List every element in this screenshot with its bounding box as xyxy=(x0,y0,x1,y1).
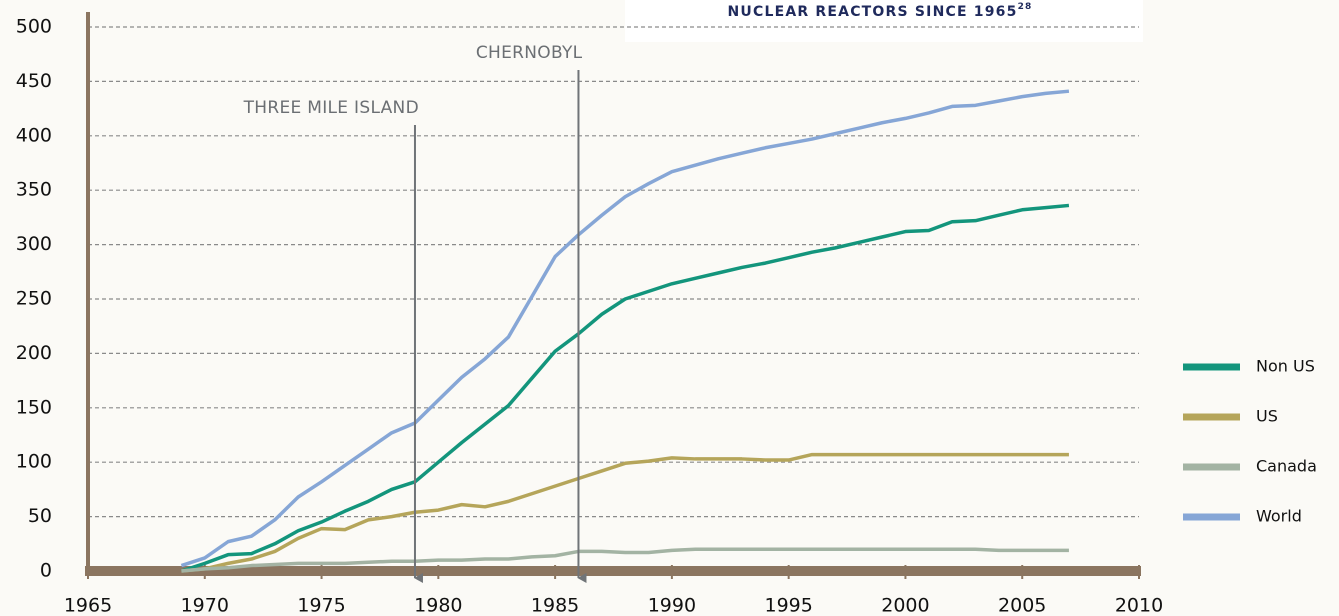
y-tick-label: 450 xyxy=(16,70,52,92)
x-tick-label: 1985 xyxy=(531,595,579,616)
y-axis xyxy=(86,12,90,571)
series-line xyxy=(181,547,1069,573)
x-tick-label: 1970 xyxy=(181,595,229,616)
y-tick-label: 400 xyxy=(16,124,52,146)
x-tick-label: 2000 xyxy=(881,595,929,616)
y-tick-label: 50 xyxy=(28,505,52,527)
y-tick-label: 100 xyxy=(16,451,52,473)
title-box xyxy=(625,0,1143,42)
y-tick-label: 300 xyxy=(16,233,52,255)
x-tick-label: 1965 xyxy=(64,595,112,616)
x-tick-label: 1975 xyxy=(297,595,345,616)
series-line xyxy=(181,452,1069,573)
x-tick-label: 2005 xyxy=(998,595,1046,616)
x-tick-label: 1980 xyxy=(414,595,462,616)
chart-title: NUCLEAR REACTORS SINCE 196528 xyxy=(728,2,1033,21)
y-tick-label: 350 xyxy=(16,179,52,201)
y-tick-label: 500 xyxy=(16,16,52,38)
legend-label: US xyxy=(1256,407,1278,426)
x-axis xyxy=(85,566,1141,576)
legend-label: World xyxy=(1256,507,1302,526)
y-tick-label: 200 xyxy=(16,342,52,364)
annotation-label: CHERNOBYL xyxy=(476,43,583,63)
y-tick-label: 250 xyxy=(16,288,52,310)
x-tick-label: 1990 xyxy=(648,595,696,616)
y-tick-label: 0 xyxy=(40,560,52,582)
legend-label: Canada xyxy=(1256,457,1317,476)
series-line xyxy=(180,203,1070,573)
x-tick-label: 1995 xyxy=(764,595,812,616)
x-tick-label: 2010 xyxy=(1115,595,1163,616)
y-tick-label: 150 xyxy=(16,396,52,418)
annotation-label: THREE MILE ISLAND xyxy=(243,98,419,118)
series-line xyxy=(180,89,1070,568)
legend-label: Non US xyxy=(1256,357,1315,376)
